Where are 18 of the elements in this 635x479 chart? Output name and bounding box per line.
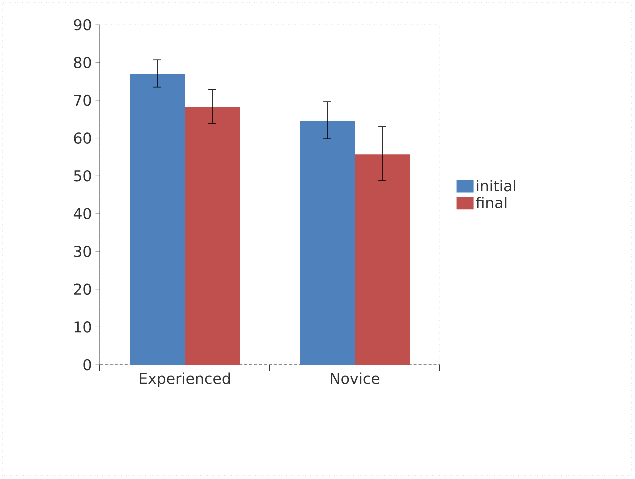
y-tick-label: 80 [74, 57, 92, 68]
x-tick-label: Novice [331, 372, 380, 384]
y-tick-label: 60 [74, 132, 92, 144]
x-tick-label: Experienced [140, 372, 230, 388]
y-tick-label: 10 [74, 322, 92, 333]
y-tick-label: 30 [74, 246, 92, 258]
y-tick-label: 70 [74, 94, 92, 106]
bar [185, 107, 240, 365]
y-tick-label: 90 [74, 19, 92, 31]
bar [300, 121, 356, 365]
legend-label: initial [477, 180, 516, 192]
y-tick-label: 50 [74, 170, 92, 182]
y-tick-label: 20 [74, 284, 92, 296]
bar [355, 154, 410, 365]
y-tick-label: 40 [74, 208, 92, 220]
bar [130, 74, 186, 365]
legend-label: final [476, 196, 507, 209]
y-tick-label: 0 [84, 359, 92, 371]
